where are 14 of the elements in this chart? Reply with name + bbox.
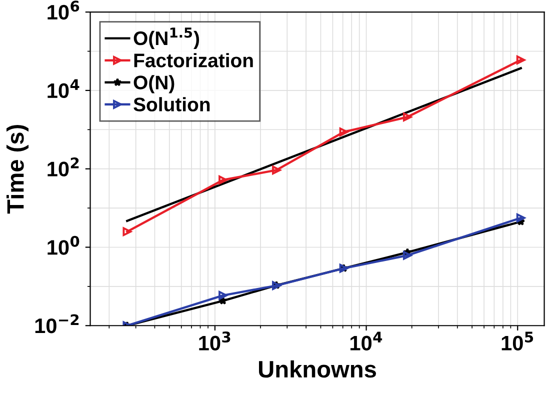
x-axis-title: Unknowns bbox=[258, 360, 376, 378]
x-tick-label: 10$^{4}$ bbox=[350, 332, 382, 350]
y-tick-label: 10$^{6}$ bbox=[48, 0, 80, 20]
legend-label: Factorization bbox=[134, 53, 253, 68]
x-tick-label: 10$^{5}$ bbox=[502, 332, 534, 350]
legend-label: Solution bbox=[134, 97, 210, 112]
legend-label: O(N) bbox=[134, 75, 174, 94]
y-axis-title: Time (s) bbox=[6, 124, 29, 214]
x-tick-label: 10$^{3}$ bbox=[199, 331, 230, 350]
y-tick-label: 10$^{−2}$ bbox=[35, 314, 79, 334]
y-tick-label: 10$^{4}$ bbox=[48, 79, 80, 98]
legend-label: O(N$^{1.5}$) bbox=[134, 28, 200, 50]
y-tick-label: 10$^{2}$ bbox=[48, 157, 79, 176]
y-tick-label: 10$^{0}$ bbox=[48, 236, 80, 255]
